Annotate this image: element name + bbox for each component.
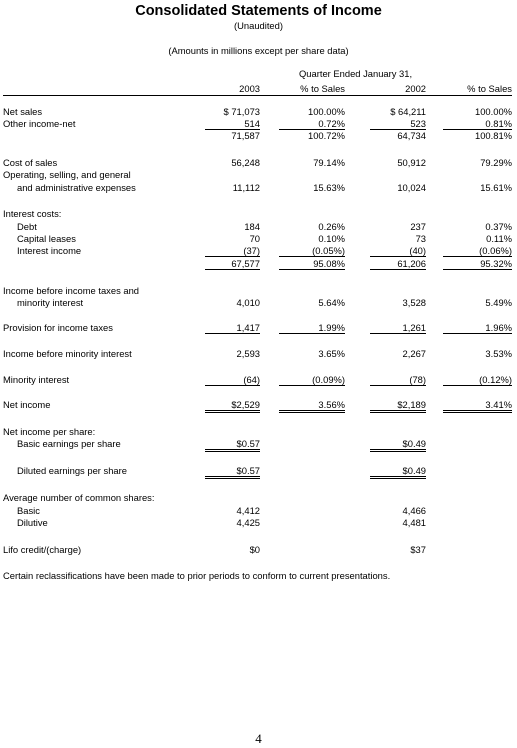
value-2002: (40) — [370, 245, 426, 257]
value-2002: 2,267 — [402, 348, 426, 359]
pct-2003: 3.65% — [318, 348, 345, 359]
pct-2003: 79.14% — [313, 157, 345, 168]
row-label: Debt — [17, 221, 37, 232]
row-label: Income before income taxes and — [3, 285, 140, 296]
value-2002: $ 64,211 — [390, 106, 426, 117]
pct-2003: 100.00% — [307, 106, 345, 117]
value-2003: $0 — [249, 544, 260, 555]
subtotal-pct-2003: 100.72% — [307, 130, 345, 141]
pct-2003: (0.09%) — [279, 374, 345, 386]
subtotal-2002: 61,206 — [370, 258, 426, 270]
unaudited-label: (Unaudited) — [234, 20, 283, 31]
value-2003: 4,425 — [236, 517, 260, 528]
value-2002: 73 — [415, 233, 426, 244]
value-2003: 56,248 — [231, 157, 260, 168]
row-label: Net income — [3, 399, 51, 410]
header-rule — [3, 95, 512, 96]
value-2002: 523 — [370, 118, 426, 130]
value-2002: $2,189 — [370, 399, 426, 413]
pct-2002: 0.11% — [486, 233, 512, 244]
pct-2003: 1.99% — [279, 322, 345, 334]
pct-2003: 0.72% — [279, 118, 345, 130]
value-2003: 2,593 — [236, 348, 260, 359]
value-2002: 4,481 — [402, 517, 426, 528]
section-label: Net income per share: — [3, 426, 96, 437]
pct-2002: 15.61% — [480, 182, 512, 193]
pct-2002: 5.49% — [485, 297, 512, 308]
value-2003: $0.57 — [205, 465, 260, 479]
value-2003: 1,417 — [205, 322, 260, 334]
pct-2003: 3.56% — [279, 399, 345, 413]
row-label: Other income-net — [3, 118, 76, 129]
value-2002: 4,466 — [402, 505, 426, 516]
subtotal-2003: 71,587 — [231, 130, 260, 141]
period-header: Quarter Ended January 31, — [299, 68, 413, 79]
row-label: Income before minority interest — [3, 348, 132, 359]
row-label-continued: and administrative expenses — [17, 182, 136, 193]
row-label: Provision for income taxes — [3, 322, 113, 333]
value-2003: $0.57 — [205, 438, 260, 452]
pct-2002: 3.41% — [443, 399, 512, 413]
value-2003: 4,010 — [236, 297, 260, 308]
value-2003: 4,412 — [236, 505, 260, 516]
footnote: Certain reclassifications have been made… — [3, 570, 391, 581]
value-2002: 50,912 — [397, 157, 426, 168]
value-2002: 3,528 — [402, 297, 426, 308]
pct-2002: 1.96% — [443, 322, 512, 334]
value-2002: 10,024 — [397, 182, 426, 193]
row-label: Capital leases — [17, 233, 76, 244]
page-number: 4 — [255, 731, 262, 746]
column-header-pct-2002: % to Sales — [467, 83, 512, 94]
pct-2003: 5.64% — [318, 297, 345, 308]
column-header-2002: 2002 — [405, 83, 426, 94]
value-2003: 514 — [205, 118, 260, 130]
value-2002: 1,261 — [370, 322, 426, 334]
statement-title: Consolidated Statements of Income — [135, 3, 382, 19]
row-label-continued: minority interest — [17, 297, 84, 308]
row-label: Minority interest — [3, 374, 70, 385]
pct-2002: 100.00% — [474, 106, 512, 117]
subtotal-2002: 64,734 — [397, 130, 426, 141]
value-2002: (78) — [370, 374, 426, 386]
row-label: Basic — [17, 505, 40, 516]
row-label: Dilutive — [17, 517, 48, 528]
section-label: Average number of common shares: — [3, 492, 155, 503]
row-label: Interest income — [17, 245, 82, 256]
subtotal-2003: 67,577 — [205, 258, 260, 270]
row-label: Basic earnings per share — [17, 438, 121, 449]
subtotal-pct-2002: 100.81% — [474, 130, 512, 141]
pct-2002: 0.37% — [485, 221, 512, 232]
value-2003: 70 — [249, 233, 260, 244]
column-header-2003: 2003 — [239, 83, 260, 94]
pct-2003: 15.63% — [313, 182, 345, 193]
value-2003: (64) — [205, 374, 260, 386]
pct-2003: 0.26% — [318, 221, 345, 232]
column-header-pct-2003: % to Sales — [300, 83, 345, 94]
row-label: Net sales — [3, 106, 43, 117]
value-2002: $0.49 — [370, 465, 426, 479]
subtotal-pct-2002: 95.32% — [443, 258, 512, 270]
value-2003: 11,112 — [232, 182, 260, 193]
pct-2003: 0.10% — [318, 233, 345, 244]
value-2002: $0.49 — [370, 438, 426, 452]
row-label: Operating, selling, and general — [3, 169, 131, 180]
value-2002: 237 — [410, 221, 426, 232]
value-2003: $ 71,073 — [223, 106, 261, 117]
pct-2002: 0.81% — [443, 118, 512, 130]
row-label: Lifo credit/(charge) — [3, 544, 82, 555]
value-2003: (37) — [205, 245, 260, 257]
value-2003: 184 — [244, 221, 260, 232]
pct-2002: 79.29% — [480, 157, 512, 168]
pct-2002: (0.06%) — [443, 245, 512, 257]
pct-2002: 3.53% — [485, 348, 512, 359]
row-label: Diluted earnings per share — [17, 465, 127, 476]
pct-2003: (0.05%) — [279, 245, 345, 257]
units-note: (Amounts in millions except per share da… — [168, 45, 349, 56]
row-label: Cost of sales — [3, 157, 58, 168]
pct-2002: (0.12%) — [443, 374, 512, 386]
value-2002: $37 — [410, 544, 426, 555]
value-2003: $2,529 — [205, 399, 260, 413]
section-label: Interest costs: — [3, 208, 62, 219]
subtotal-pct-2003: 95.08% — [279, 258, 345, 270]
